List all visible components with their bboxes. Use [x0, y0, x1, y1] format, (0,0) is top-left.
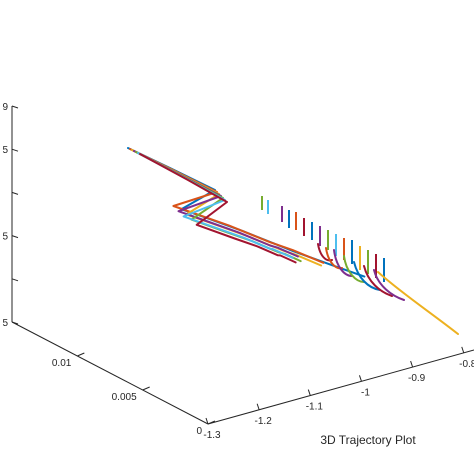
x-tick-mark — [307, 389, 311, 396]
x-tick-mark — [358, 375, 362, 382]
x-tick-label: -0.9 — [408, 373, 426, 384]
z-tick-mark — [11, 278, 19, 282]
y-tick-label: 0 — [196, 426, 202, 437]
y-tick-mark — [77, 352, 85, 357]
trajectory-series — [129, 148, 325, 264]
z-tick-label: 5 — [2, 232, 8, 243]
trajectory-tail — [353, 261, 381, 291]
series-group — [127, 147, 459, 335]
z-tick-label: 5 — [2, 318, 8, 329]
axes — [11, 106, 474, 425]
trajectory-tail — [317, 243, 333, 262]
x-tick-mark — [205, 417, 209, 425]
z-tick-label: 5 — [2, 145, 8, 156]
y-tick-mark — [142, 386, 150, 391]
trajectory-tail — [373, 269, 405, 301]
y-tick-label: 0.005 — [112, 392, 137, 403]
z-tick-mark — [11, 148, 19, 152]
x-tick-label: -0.8 — [459, 359, 474, 370]
trajectory-tail — [363, 265, 393, 297]
z-tick-label: 9 — [2, 102, 8, 113]
x-tick-mark — [461, 346, 465, 354]
z-tick-mark — [11, 191, 19, 195]
trajectory-series — [131, 149, 323, 267]
z-tick-mark — [11, 105, 19, 109]
axis-ticks: -1.3 -1.2 -1.1 -1 -0.9 -0.8 0 0.005 0.01 5 5 5 9 — [2, 102, 474, 441]
x-tick-label: -1.3 — [203, 430, 221, 441]
x-tick-mark — [256, 403, 260, 410]
y-tick-label: 0.01 — [52, 358, 72, 369]
x-tick-label: -1.2 — [255, 416, 273, 427]
z-tick-mark — [11, 321, 19, 325]
z-tick-mark — [11, 235, 19, 239]
x-axis-line — [207, 349, 474, 425]
trajectory-tail — [377, 271, 459, 335]
trajectory-series — [139, 153, 297, 264]
x-tick-label: -1 — [361, 387, 370, 398]
y-tick-mark — [207, 420, 216, 425]
x-tick-mark — [410, 360, 414, 368]
trajectory-tail — [333, 249, 353, 277]
x-tick-label: -1.1 — [306, 402, 324, 413]
trajectory-tail — [343, 255, 365, 283]
y-axis-line — [11, 321, 209, 425]
chart-caption: 3D Trajectory Plot — [320, 433, 416, 447]
